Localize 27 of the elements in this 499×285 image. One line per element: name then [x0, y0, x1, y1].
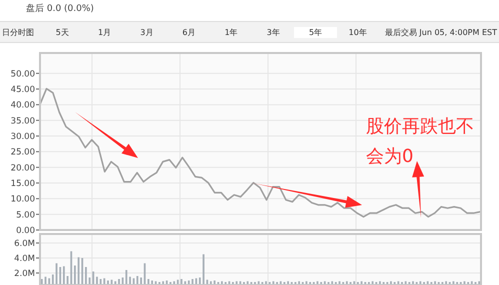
- text: 6月: [181, 26, 196, 38]
- text: 5天: [54, 26, 70, 38]
- y-tick-label: 0.00: [16, 226, 35, 236]
- y-tick-label: 50.00: [10, 69, 35, 80]
- y-tick-label: 30.00: [10, 132, 35, 142]
- text: 5年: [294, 26, 337, 38]
- y-tick-label: 15.00: [10, 179, 35, 190]
- text: 1月: [96, 26, 112, 38]
- text: 10年: [348, 26, 368, 38]
- y-tick-label: 35.00: [10, 116, 35, 126]
- annotation: 股价再跌也不会为0: [366, 115, 475, 169]
- text: 日分时图: [1, 26, 35, 38]
- text: 盘后 0.0 (0.0%): [26, 2, 94, 15]
- y-tick-label: 5.00: [16, 210, 35, 220]
- y-tick-label: 45.00: [10, 85, 35, 96]
- text: 3年: [266, 26, 281, 38]
- y-tick-label: 20.00: [10, 163, 35, 174]
- y-tick-label: 25.00: [10, 148, 35, 158]
- y-tick-label: 10.00: [10, 194, 35, 205]
- y-tick-label: 4.0M: [14, 254, 35, 264]
- line-series: [40, 88, 481, 218]
- y-tick-label: 2.0M: [14, 269, 35, 279]
- y-tick-label: 6.0M: [14, 239, 35, 249]
- text: 3月: [139, 26, 154, 38]
- y-tick-label: 40.00: [10, 100, 35, 111]
- text: 1年: [224, 26, 239, 38]
- text: 最后交易 Jun 05, 4:00PM EST: [384, 26, 498, 38]
